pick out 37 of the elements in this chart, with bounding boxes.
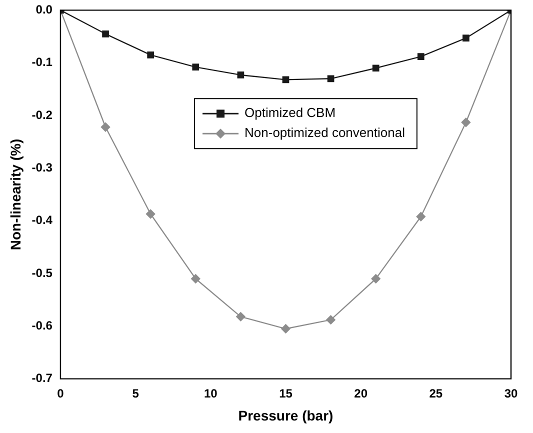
- point: [327, 75, 334, 82]
- y-tick-label: -0.1: [32, 55, 53, 70]
- y-tick-label: -0.5: [32, 266, 53, 280]
- point: [237, 72, 244, 78]
- point: [372, 64, 380, 72]
- point: [236, 312, 246, 322]
- x-tick-label: 10: [204, 386, 218, 400]
- x-tick-label: 25: [429, 386, 443, 400]
- y-tick-label: -0.7: [32, 371, 53, 386]
- y-tick-label: -0.2: [32, 108, 53, 122]
- point: [147, 52, 154, 58]
- x-axis-title: Pressure (bar): [238, 407, 334, 424]
- point: [100, 122, 110, 132]
- point: [462, 34, 470, 42]
- point: [282, 76, 290, 84]
- point: [146, 209, 156, 219]
- point: [371, 274, 380, 284]
- point: [191, 274, 200, 284]
- x-tick-label: 30: [504, 386, 518, 400]
- point: [417, 53, 424, 60]
- x-tick-label: 15: [279, 386, 293, 400]
- legend-label: Non-optimized conventional: [244, 125, 406, 140]
- y-tick-label: -0.3: [32, 160, 53, 174]
- x-tick-label: 5: [132, 386, 140, 400]
- x-tick-label: 0: [57, 386, 64, 400]
- point: [416, 212, 426, 222]
- x-tick-label: 20: [354, 386, 368, 400]
- point: [192, 64, 200, 70]
- point: [102, 30, 109, 38]
- y-tick-label: 0.0: [36, 2, 53, 17]
- point: [326, 315, 336, 324]
- y-tick-label: -0.6: [32, 318, 53, 332]
- point: [281, 324, 290, 334]
- y-tick-label: -0.4: [32, 213, 53, 228]
- legend-label: Optimized CBM: [244, 105, 336, 120]
- y-axis-title: Non-linearity (%): [7, 138, 24, 250]
- point: [461, 118, 471, 127]
